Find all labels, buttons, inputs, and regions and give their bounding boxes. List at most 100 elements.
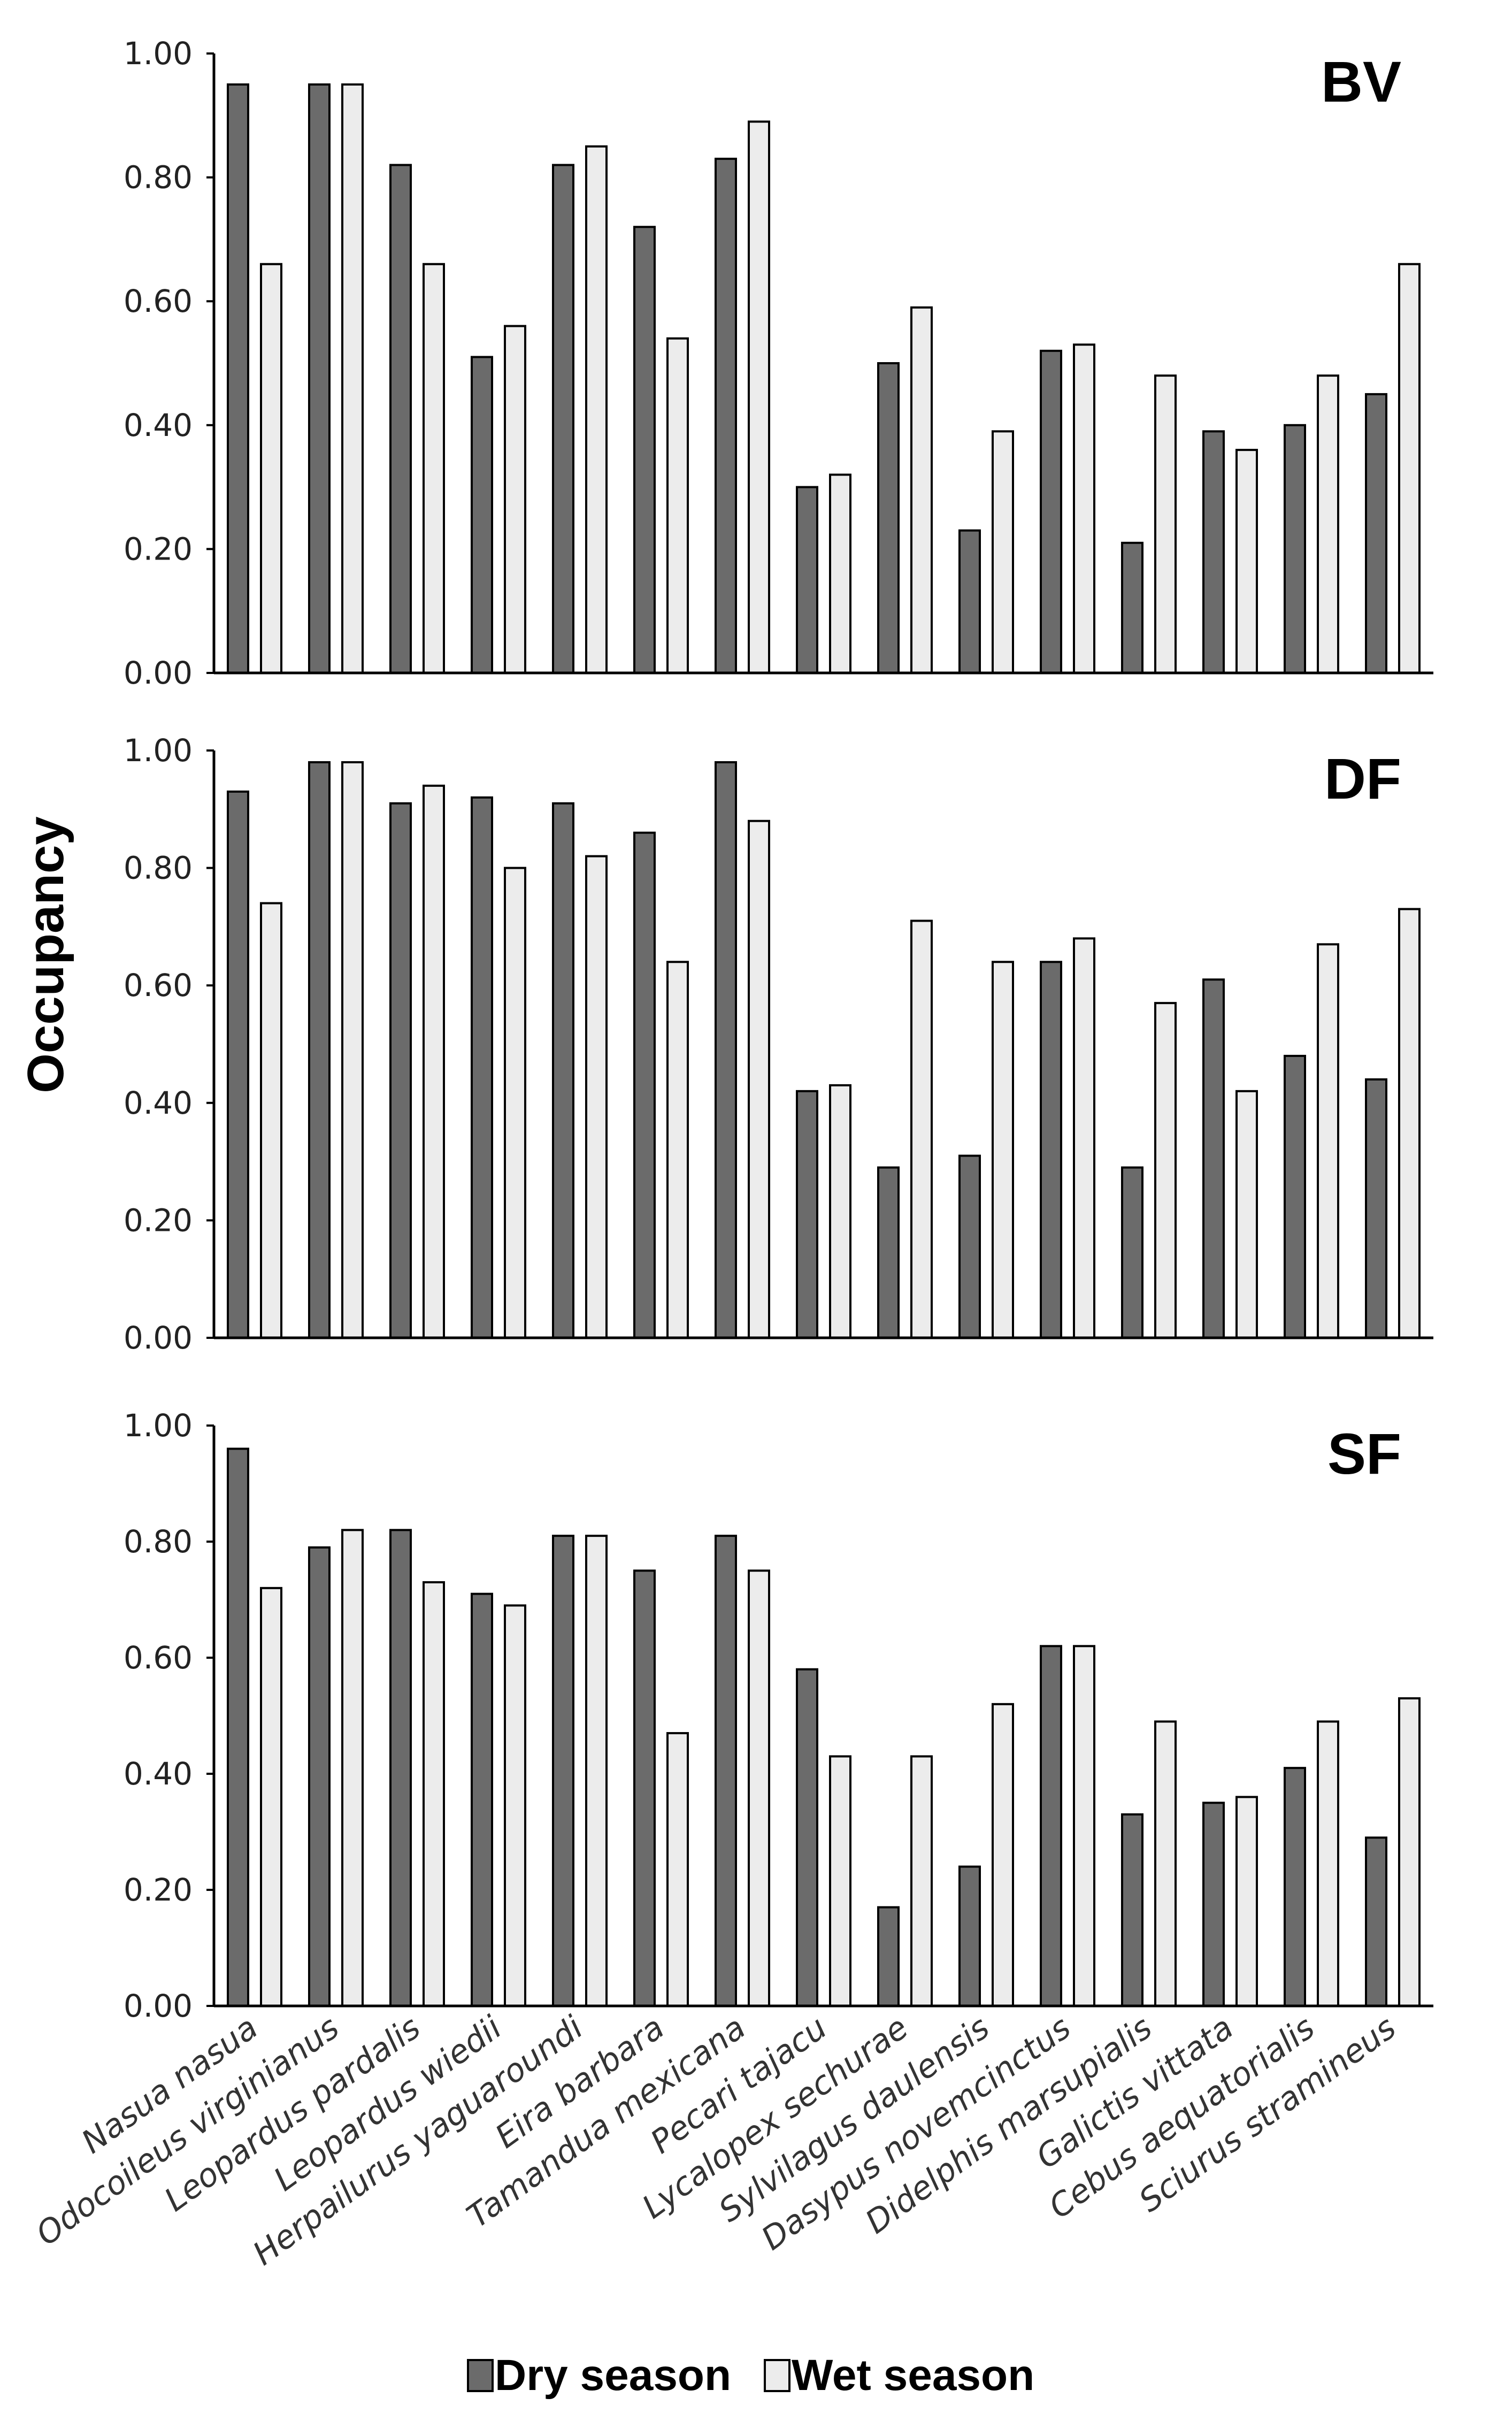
bar-dry-bv — [1202, 430, 1225, 674]
bar-wet-df — [341, 761, 364, 1339]
y-tick-label: 0.60 — [124, 967, 193, 1003]
y-tick-label: 0.20 — [124, 1202, 193, 1238]
bar-dry-df — [552, 802, 574, 1339]
bar-dry-sf — [633, 1569, 656, 2007]
y-tick-label: 0.00 — [124, 655, 193, 691]
y-tick-label: 0.80 — [124, 159, 193, 196]
bar-wet-bv — [910, 306, 933, 674]
bar-wet-bv — [992, 430, 1014, 674]
bar-wet-df — [910, 920, 933, 1339]
panel-label: SF — [1327, 1421, 1401, 1486]
legend-swatch-dry — [467, 2359, 494, 2392]
y-tick-label: 1.00 — [124, 35, 193, 72]
bar-wet-bv — [260, 263, 282, 675]
legend-label-wet: Wet season — [792, 2351, 1034, 2400]
legend: Dry season Wet season — [467, 2351, 1034, 2400]
bar-dry-sf — [471, 1592, 493, 2007]
bar-dry-df — [1040, 961, 1062, 1339]
y-tick-label: 0.00 — [124, 1320, 193, 1356]
bar-dry-bv — [308, 83, 331, 674]
bar-wet-df — [1398, 908, 1421, 1339]
bar-wet-bv — [1154, 374, 1177, 674]
y-tick-label: 0.80 — [124, 1523, 193, 1560]
bar-wet-sf — [1317, 1720, 1339, 2008]
bar-dry-bv — [1121, 541, 1143, 674]
bar-wet-sf — [1398, 1697, 1421, 2007]
bar-wet-sf — [1154, 1720, 1177, 2008]
bar-dry-bv — [227, 83, 249, 674]
bar-dry-df — [1365, 1078, 1387, 1339]
bar-dry-bv — [796, 486, 818, 674]
bar-wet-df — [829, 1084, 851, 1339]
y-tick-label: 0.80 — [124, 850, 193, 886]
bar-wet-df — [1317, 943, 1339, 1339]
panel-label: BV — [1321, 49, 1401, 114]
bar-dry-df — [471, 796, 493, 1339]
bar-dry-bv — [471, 356, 493, 674]
y-tick-label: 0.40 — [124, 1756, 193, 1792]
bar-dry-df — [796, 1090, 818, 1339]
bar-dry-df — [227, 790, 249, 1339]
bar-dry-df — [1284, 1054, 1306, 1339]
bar-wet-sf — [1235, 1796, 1258, 2007]
bar-wet-df — [585, 855, 608, 1339]
bar-dry-sf — [877, 1906, 900, 2008]
bar-wet-sf — [829, 1755, 851, 2007]
bar-dry-bv — [552, 164, 574, 674]
bar-dry-bv — [958, 529, 981, 674]
bar-wet-sf — [341, 1529, 364, 2008]
bar-wet-bv — [341, 83, 364, 674]
bar-wet-df — [748, 819, 770, 1339]
bar-dry-bv — [1040, 349, 1062, 674]
bar-dry-sf — [1284, 1767, 1306, 2007]
bar-wet-sf — [585, 1535, 608, 2007]
bar-wet-bv — [1235, 449, 1258, 674]
y-tick-label: 0.40 — [124, 407, 193, 443]
bar-wet-sf — [992, 1703, 1014, 2008]
bar-dry-bv — [1365, 393, 1387, 674]
bar-wet-bv — [504, 325, 526, 674]
legend-swatch-wet — [764, 2359, 790, 2392]
bar-wet-bv — [585, 145, 608, 674]
bar-wet-df — [666, 961, 689, 1339]
bar-dry-sf — [796, 1668, 818, 2007]
bar-dry-df — [715, 761, 737, 1339]
bar-dry-bv — [715, 157, 737, 674]
y-tick-label: 0.60 — [124, 283, 193, 319]
bar-wet-bv — [829, 473, 851, 674]
bar-wet-df — [423, 784, 445, 1339]
bar-wet-sf — [260, 1587, 282, 2008]
bar-wet-bv — [666, 337, 689, 674]
bar-dry-sf — [308, 1546, 331, 2008]
bar-wet-bv — [748, 120, 770, 674]
panel-sf: 0.00 0.20 0.40 0.60 0.80 1.00 SF — [124, 1407, 1433, 2024]
bar-wet-df — [260, 902, 282, 1339]
bar-dry-df — [633, 831, 656, 1339]
y-tick-label: 0.00 — [124, 1988, 193, 2024]
bar-dry-df — [308, 761, 331, 1339]
bar-dry-sf — [552, 1535, 574, 2007]
bar-wet-df — [1235, 1090, 1258, 1339]
bar-wet-bv — [423, 263, 445, 675]
bar-wet-df — [1154, 1002, 1177, 1339]
panel-label: DF — [1324, 746, 1401, 811]
y-tick-label: 0.20 — [124, 531, 193, 567]
bar-dry-sf — [958, 1865, 981, 2008]
bar-dry-df — [389, 802, 412, 1339]
bar-dry-sf — [389, 1529, 412, 2008]
y-tick-label: 0.40 — [124, 1085, 193, 1121]
bar-dry-sf — [1121, 1813, 1143, 2007]
bar-dry-sf — [227, 1447, 249, 2007]
bar-wet-sf — [423, 1581, 445, 2007]
bar-dry-sf — [1202, 1802, 1225, 2007]
panel-df: 0.00 0.20 0.40 0.60 0.80 1.00 DF — [124, 732, 1433, 1356]
legend-label-dry: Dry season — [495, 2351, 731, 2400]
bar-wet-sf — [910, 1755, 933, 2007]
y-tick-label: 1.00 — [124, 732, 193, 769]
bar-wet-df — [1073, 937, 1095, 1339]
bar-wet-sf — [504, 1604, 526, 2008]
bar-dry-sf — [1040, 1645, 1062, 2008]
bar-dry-bv — [1284, 424, 1306, 674]
